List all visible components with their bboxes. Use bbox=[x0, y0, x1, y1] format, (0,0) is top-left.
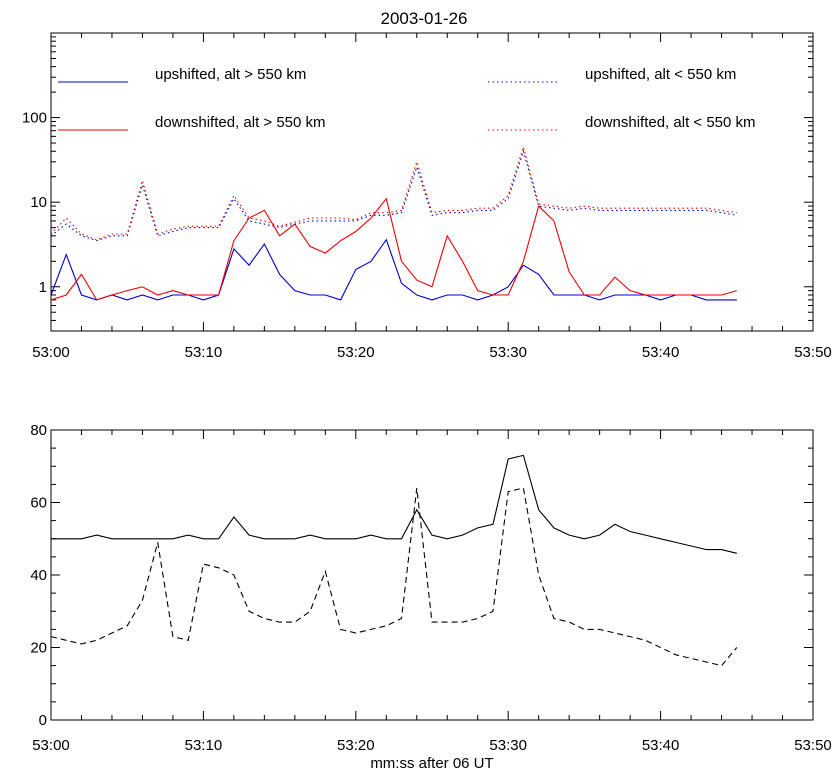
series-line-solid bbox=[51, 454, 737, 554]
y-tick-label: 40 bbox=[30, 567, 47, 584]
legend-label: upshifted, alt < 550 km bbox=[585, 66, 736, 83]
x-tick-label: 53:00 bbox=[32, 737, 70, 754]
y-tick-label: 80 bbox=[30, 422, 47, 439]
series-line-upshifted-alt-550-km bbox=[50, 149, 737, 242]
chart-title: 2003-01-26 bbox=[381, 9, 468, 28]
y-tick-label: 0 bbox=[39, 712, 47, 729]
x-tick-label: 53:40 bbox=[642, 344, 680, 361]
x-tick-label: 53:10 bbox=[185, 344, 223, 361]
top-series-group bbox=[50, 144, 737, 301]
y-tick-label: 60 bbox=[30, 495, 47, 512]
series-line-downshifted-alt-550-km bbox=[50, 197, 737, 301]
top-x-axis: 53:00 53:10 53:20 53:30 53:40 53:50 bbox=[32, 33, 832, 361]
x-tick-label: 53:20 bbox=[337, 344, 375, 361]
x-tick-label: 53:40 bbox=[642, 737, 680, 754]
legend-label: upshifted, alt > 550 km bbox=[155, 66, 306, 83]
x-tick-label: 53:30 bbox=[489, 737, 527, 754]
bottom-y-axis: 0 20 40 60 80 bbox=[30, 422, 813, 729]
top-plot-frame bbox=[50, 32, 814, 332]
x-tick-label: 53:50 bbox=[794, 344, 832, 361]
bottom-series-group bbox=[50, 454, 738, 667]
x-tick-label: 53:10 bbox=[185, 737, 223, 754]
bottom-plot-frame bbox=[50, 429, 814, 721]
bottom-panel: 0 20 40 60 80 53:00 53:10 53:20 53:30 53:40 53:50… bbox=[30, 422, 831, 772]
series-line-downshifted-alt-550-km bbox=[50, 144, 737, 241]
x-tick-label: 53:50 bbox=[794, 737, 832, 754]
top-y-axis: 1 10 100 bbox=[22, 36, 813, 332]
y-tick-label: 20 bbox=[30, 640, 47, 657]
legend-label: downshifted, alt < 550 km bbox=[585, 114, 756, 131]
bottom-x-axis: 53:00 53:10 53:20 53:30 53:40 53:50 bbox=[32, 430, 832, 754]
top-legend: upshifted, alt > 550 km downshifted, alt … bbox=[58, 66, 756, 131]
y-tick-label: 1 bbox=[39, 279, 47, 296]
legend-label: downshifted, alt > 550 km bbox=[155, 114, 326, 131]
bottom-x-axis-label: mm:ss after 06 UT bbox=[370, 755, 493, 772]
y-tick-label: 10 bbox=[30, 194, 47, 211]
x-tick-label: 53:30 bbox=[489, 344, 527, 361]
x-tick-label: 53:20 bbox=[337, 737, 375, 754]
series-line-upshifted-alt-550-km bbox=[50, 238, 737, 301]
x-tick-label: 53:00 bbox=[32, 344, 70, 361]
series-line-dashed bbox=[50, 487, 738, 667]
y-tick-label: 100 bbox=[22, 110, 47, 127]
